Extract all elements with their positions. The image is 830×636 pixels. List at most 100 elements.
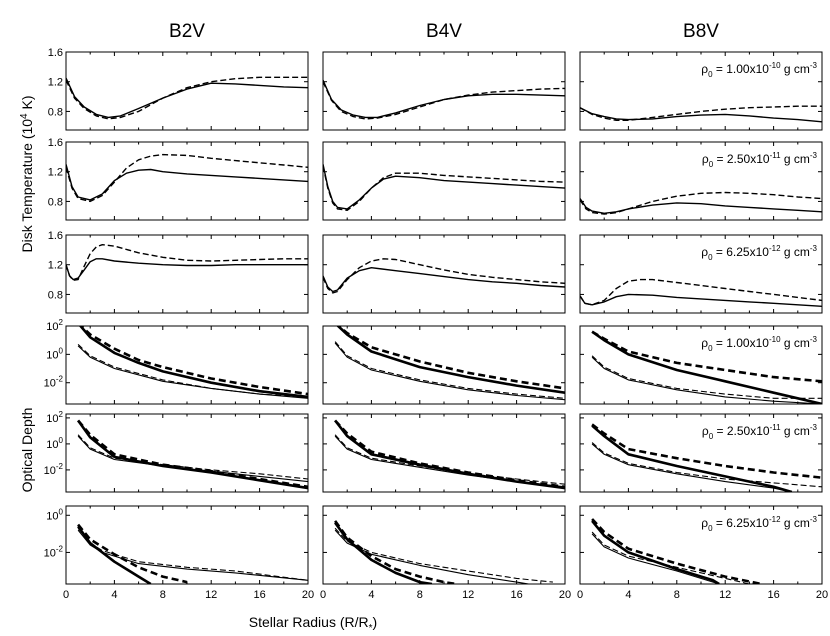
optical-depth-thin-solid xyxy=(77,529,308,581)
optical-depth-thin-dashed xyxy=(334,527,553,583)
temperature-curve-solid xyxy=(66,258,308,281)
y-tick-label: 100 xyxy=(46,346,63,361)
y-tick-label: 1.2 xyxy=(48,167,63,179)
optical-depth-thick-solid xyxy=(591,424,793,492)
optical-depth-thick-dashed xyxy=(591,518,762,584)
x-tick-label: 8 xyxy=(160,589,166,601)
optical-depth-thick-solid xyxy=(591,520,720,584)
panel-r3-b4v xyxy=(322,234,566,314)
optical-depth-thick-solid xyxy=(77,525,152,584)
y-axis-label-temperature: Disk Temperature (104 K) xyxy=(19,95,35,252)
optical-depth-thick-dashed xyxy=(79,326,308,396)
panel-r2-b2v: 1.6 1.2 0.8 xyxy=(48,137,309,221)
optical-depth-thin-dashed xyxy=(591,442,822,488)
x-axis-label: Stellar Radius (R/R*) xyxy=(249,614,377,634)
y-tick-label: 10-2 xyxy=(44,462,64,477)
panel-r2-b8v: ρ0 = 2.50x10-11 g cm-3 xyxy=(579,141,823,221)
panel-r4-b4v xyxy=(322,325,566,405)
panel-r2-b4v xyxy=(322,141,566,221)
x-tick-label: 20 xyxy=(302,589,314,601)
panel-r5-b2v: 102 100 10-2 xyxy=(44,410,309,493)
temperature-curve-dashed xyxy=(580,278,822,306)
panel-r4-b2v: 102 100 10-2 xyxy=(44,318,309,405)
optical-depth-thin-solid xyxy=(334,435,565,488)
panel-frame xyxy=(322,505,566,585)
temperature-curve-dashed xyxy=(580,191,822,215)
temperature-curve-dashed xyxy=(323,81,565,120)
y-tick-label: 1.6 xyxy=(48,47,63,59)
y-axis-label-optical-depth: Optical Depth xyxy=(19,408,35,493)
y-tick-label: 1.2 xyxy=(48,77,63,89)
optical-depth-thin-dashed xyxy=(334,341,565,399)
temperature-curve-dashed xyxy=(66,153,308,203)
panel-r5-b4v xyxy=(322,413,566,493)
y-tick-label: 10-2 xyxy=(44,375,64,390)
y-tick-label: 1.2 xyxy=(48,260,63,272)
x-tick-label: 12 xyxy=(462,589,474,601)
optical-depth-thin-solid xyxy=(334,342,565,401)
density-label: ρ0 = 1.00x10-10 g cm-3 xyxy=(701,61,817,79)
panel-r4-b8v: ρ0 = 1.00x10-10 g cm-3 xyxy=(579,325,823,405)
x-tick-label: 0 xyxy=(577,589,583,601)
temperature-curve-dashed xyxy=(323,165,565,211)
optical-depth-thin-dashed xyxy=(77,343,308,398)
density-label: ρ0 = 6.25x10-12 g cm-3 xyxy=(701,244,817,262)
optical-depth-thick-dashed xyxy=(591,423,822,479)
panel-r6-b8v: 0 4 8 12 16 20 ρ0 = 6.25x10-12 g cm-3 xyxy=(577,505,828,601)
column-title-b2v: B2V xyxy=(169,21,205,42)
temperature-curve-solid xyxy=(323,79,565,119)
panel-r1-b2v: 1.6 1.2 0.8 xyxy=(48,47,309,131)
y-tick-label: 100 xyxy=(46,507,63,522)
panel-frame xyxy=(65,234,309,314)
temperature-curve-solid xyxy=(323,267,565,293)
temperature-curve-dashed xyxy=(66,244,308,281)
x-tick-label: 20 xyxy=(559,589,571,601)
y-tick-label: 102 xyxy=(46,410,63,425)
x-tick-label: 12 xyxy=(205,589,217,601)
temperature-curve-solid xyxy=(580,198,822,214)
temperature-curve-dashed xyxy=(580,105,822,121)
optical-depth-thick-solid xyxy=(334,521,433,584)
optical-depth-thick-dashed xyxy=(334,419,565,489)
panel-r1-b4v xyxy=(322,51,566,131)
panel-r6-b4v: 0 4 8 12 16 20 xyxy=(320,505,571,601)
panel-r3-b2v: 1.6 1.2 0.8 xyxy=(48,230,309,314)
y-tick-label: 0.8 xyxy=(48,289,63,301)
temperature-curve-solid xyxy=(66,164,308,201)
x-tick-label: 4 xyxy=(111,589,117,601)
panel-r3-b8v: ρ0 = 6.25x10-12 g cm-3 xyxy=(579,234,823,314)
panel-r1-b8v: ρ0 = 1.00x10-10 g cm-3 xyxy=(579,51,823,131)
density-label: ρ0 = 2.50x10-11 g cm-3 xyxy=(702,423,818,441)
optical-depth-thick-dashed xyxy=(77,419,308,489)
x-tick-label: 16 xyxy=(253,589,265,601)
panel-r6-b2v: 100 10-2 0 4 8 12 16 20 xyxy=(44,505,314,601)
temperature-curve-solid xyxy=(580,107,822,123)
optical-depth-thin-solid xyxy=(77,345,308,399)
y-tick-label: 1.6 xyxy=(48,137,63,149)
optical-depth-thin-dashed xyxy=(334,434,565,485)
temperature-curve-solid xyxy=(66,77,308,119)
optical-depth-thin-solid xyxy=(591,356,822,404)
optical-depth-thick-solid xyxy=(336,326,565,394)
density-label: ρ0 = 1.00x10-10 g cm-3 xyxy=(701,335,817,353)
optical-depth-thick-solid xyxy=(78,326,308,399)
x-tick-label: 8 xyxy=(417,589,423,601)
x-tick-label: 0 xyxy=(63,589,69,601)
panel-frame xyxy=(65,141,309,221)
y-tick-label: 0.8 xyxy=(48,106,63,118)
x-tick-label: 4 xyxy=(368,589,374,601)
optical-depth-thick-dashed xyxy=(336,326,565,390)
optical-depth-thin-solid xyxy=(77,435,308,483)
y-tick-label: 1.6 xyxy=(48,230,63,242)
optical-depth-thick-dashed xyxy=(77,523,188,584)
x-tick-label: 0 xyxy=(320,589,326,601)
x-tick-label: 8 xyxy=(674,589,680,601)
y-tick-label: 0.8 xyxy=(48,196,63,208)
x-tick-label: 16 xyxy=(767,589,779,601)
y-tick-label: 100 xyxy=(46,436,63,451)
y-tick-label: 10-2 xyxy=(44,544,64,559)
density-label: ρ0 = 2.50x10-11 g cm-3 xyxy=(702,151,818,169)
optical-depth-thin-dashed xyxy=(591,531,750,584)
temperature-curve-solid xyxy=(323,164,565,210)
